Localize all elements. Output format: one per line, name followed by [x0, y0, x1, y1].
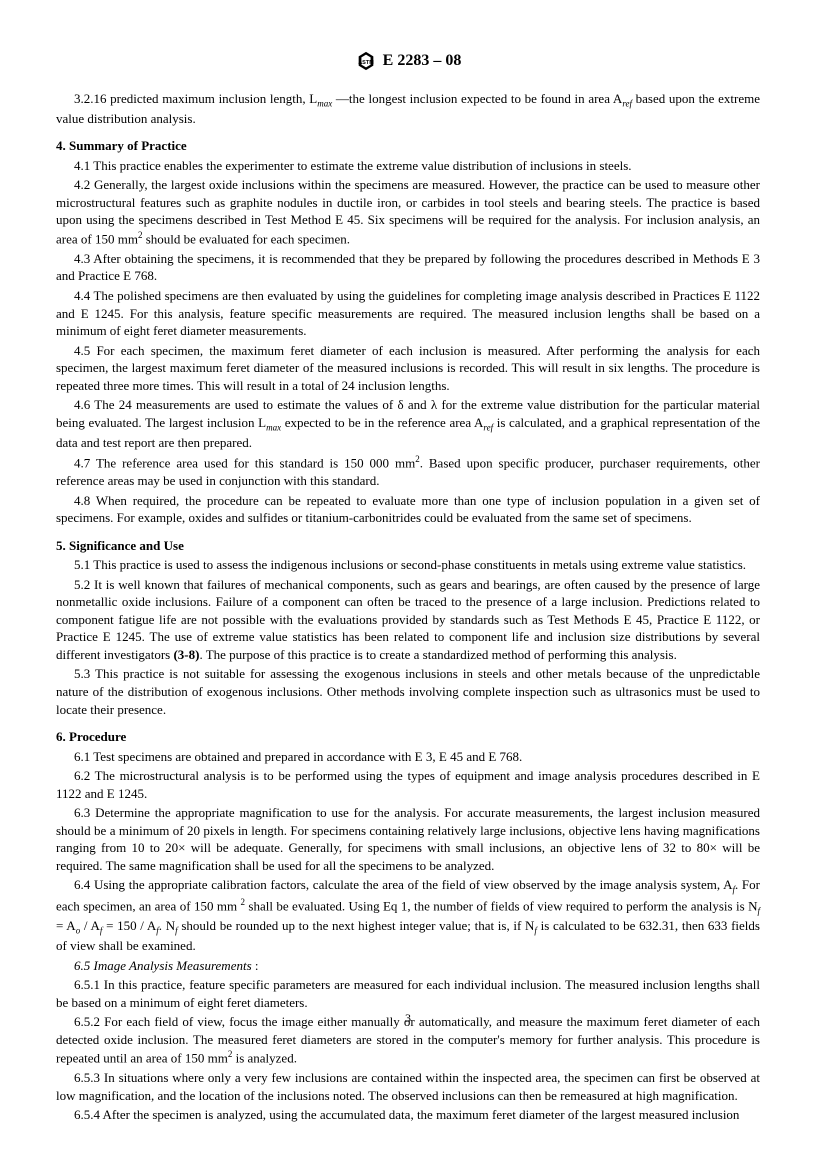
- svg-text:ASTM: ASTM: [358, 60, 374, 66]
- para-4-2: 4.2 Generally, the largest oxide inclusi…: [56, 176, 760, 248]
- para-6-4: 6.4 Using the appropriate calibration fa…: [56, 876, 760, 954]
- para-4-5: 4.5 For each specimen, the maximum feret…: [56, 342, 760, 395]
- section-5-title: 5. Significance and Use: [56, 537, 760, 555]
- page-content: ASTM E 2283 – 08 3.2.16 predicted maximu…: [0, 0, 816, 1166]
- para-6-5: 6.5 Image Analysis Measurements :: [56, 957, 760, 975]
- para-4-7: 4.7 The reference area used for this sta…: [56, 453, 760, 489]
- para-6-1: 6.1 Test specimens are obtained and prep…: [56, 748, 760, 766]
- para-6-5-3: 6.5.3 In situations where only a very fe…: [56, 1069, 760, 1104]
- para-3-2-16: 3.2.16 predicted maximum inclusion lengt…: [56, 90, 760, 127]
- para-5-3: 5.3 This practice is not suitable for as…: [56, 665, 760, 718]
- para-4-3: 4.3 After obtaining the specimens, it is…: [56, 250, 760, 285]
- para-4-1: 4.1 This practice enables the experiment…: [56, 157, 760, 175]
- para-6-5-4: 6.5.4 After the specimen is analyzed, us…: [56, 1106, 760, 1124]
- para-4-6: 4.6 The 24 measurements are used to esti…: [56, 396, 760, 451]
- astm-logo-icon: ASTM: [355, 50, 377, 72]
- section-6-title: 6. Procedure: [56, 728, 760, 746]
- page-header: ASTM E 2283 – 08: [56, 50, 760, 72]
- page-number: 3: [0, 1010, 816, 1026]
- para-5-2: 5.2 It is well known that failures of me…: [56, 576, 760, 664]
- designation: E 2283 – 08: [383, 50, 462, 72]
- para-4-4: 4.4 The polished specimens are then eval…: [56, 287, 760, 340]
- para-6-5-1: 6.5.1 In this practice, feature specific…: [56, 976, 760, 1011]
- para-5-1: 5.1 This practice is used to assess the …: [56, 556, 760, 574]
- section-4-title: 4. Summary of Practice: [56, 137, 760, 155]
- para-4-8: 4.8 When required, the procedure can be …: [56, 492, 760, 527]
- para-6-2: 6.2 The microstructural analysis is to b…: [56, 767, 760, 802]
- para-6-3: 6.3 Determine the appropriate magnificat…: [56, 804, 760, 874]
